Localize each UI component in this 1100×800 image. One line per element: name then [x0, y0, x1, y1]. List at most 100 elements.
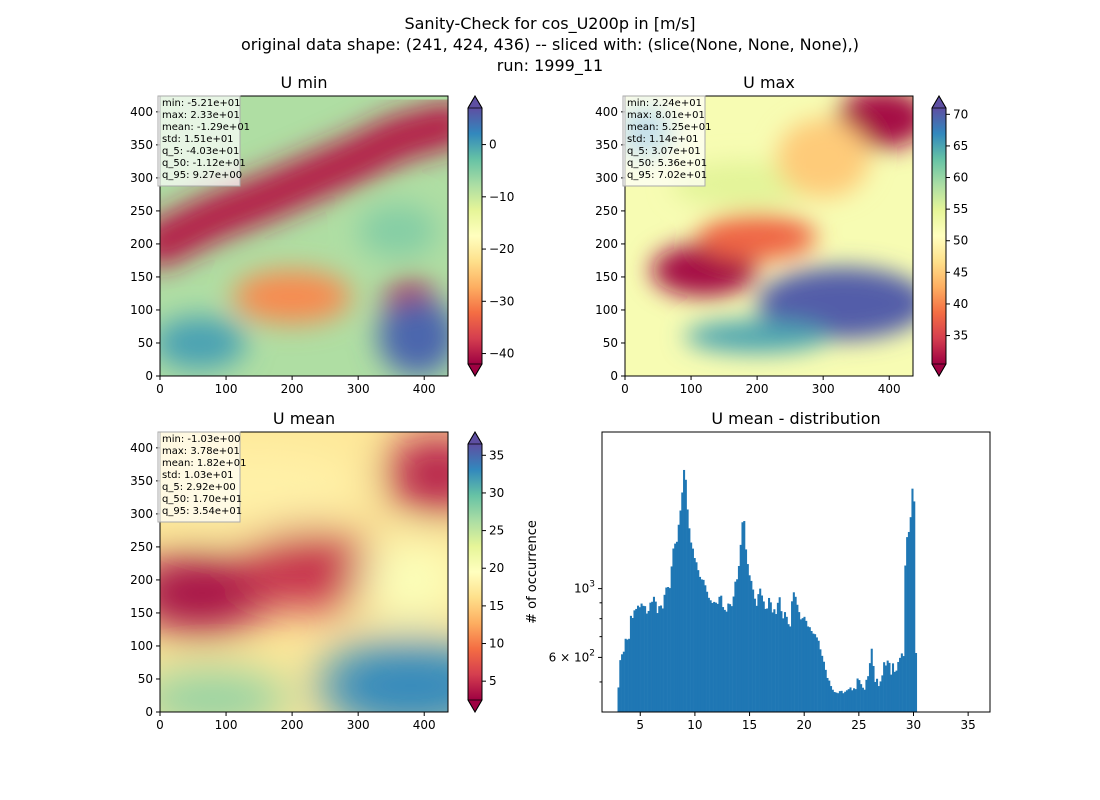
y-tick-label: 300 — [595, 171, 618, 185]
colorbar-tick-label: 45 — [953, 265, 968, 279]
colorbar-outline — [467, 431, 483, 713]
histogram-bar — [771, 612, 774, 712]
histogram-bar — [768, 597, 771, 712]
histogram-bar — [642, 605, 645, 712]
colorbar-tick-label: 40 — [953, 297, 968, 311]
colorbar-tick-label: 15 — [489, 599, 504, 613]
histogram-bar — [914, 652, 918, 712]
histogram-bar — [881, 675, 884, 712]
histogram-bar — [739, 544, 742, 712]
heatmap-blob-3 — [757, 267, 913, 340]
histogram-bar — [718, 596, 721, 712]
colorbar: 35 30 25 20 15 10 5 — [467, 431, 504, 713]
histogram-bar — [886, 660, 889, 712]
histogram-bar — [814, 634, 817, 712]
colorbar-tick-label: 55 — [953, 202, 968, 216]
stats-box-frame — [622, 95, 706, 187]
histogram-bar — [911, 488, 914, 712]
histogram-bar — [895, 670, 898, 712]
histogram-bar — [819, 649, 822, 712]
x-tick-label: 300 — [347, 718, 370, 732]
histogram-bar — [801, 618, 804, 712]
histogram-bar — [713, 601, 716, 712]
histogram-bar — [617, 687, 620, 712]
histogram-bar — [805, 620, 808, 712]
histogram-bar — [792, 592, 795, 712]
colorbar: 70 65 60 55 50 45 40 35 — [931, 95, 968, 377]
y-tick-label: 250 — [595, 204, 618, 218]
histogram-bar — [737, 565, 740, 712]
stats-box-frame — [157, 95, 241, 187]
y-tick-label: 0 — [610, 369, 618, 383]
histogram-bar — [856, 678, 859, 712]
histogram-bar — [720, 595, 723, 712]
stats-line: min: -1.03e+00 — [162, 434, 241, 445]
y-tick-label: 400 — [595, 105, 618, 119]
colorbar-extend-top — [931, 95, 947, 109]
colorbar-tick-label: 60 — [953, 171, 968, 185]
histogram-bar — [766, 608, 769, 712]
histogram-bar — [775, 614, 778, 712]
u-mean-histogram-panel: 5 10 15 20 25 30 35 103 6 × 102 U mean - distribu… — [525, 409, 991, 732]
histogram-bar — [649, 602, 652, 712]
axes-frame — [159, 95, 449, 377]
histogram-bar — [688, 528, 691, 712]
y-tick-label: 0 — [145, 705, 153, 719]
histogram-bar — [842, 693, 845, 712]
figure-title-line-2: original data shape: (241, 424, 436) -- … — [241, 35, 859, 54]
histogram-bar — [764, 608, 767, 712]
y-axis-label: # of occurrence — [525, 520, 540, 624]
colorbar-tick-label: −30 — [489, 294, 514, 308]
histogram-bar — [789, 626, 792, 712]
y-tick-label: 150 — [130, 270, 153, 284]
stats-line: mean: -1.29e+01 — [162, 122, 250, 133]
histogram-bar — [654, 601, 657, 712]
heatmap-blob-6 — [671, 161, 817, 208]
y-tick-label: 100 — [130, 303, 153, 317]
histogram-bar — [667, 587, 670, 712]
x-tick-label: 100 — [215, 718, 238, 732]
histogram-bar — [644, 606, 647, 712]
colorbar-tick-label: 70 — [953, 107, 968, 121]
histogram-bar — [831, 689, 834, 712]
histogram-bar — [647, 610, 650, 712]
heatmap-blob-1 — [232, 270, 352, 324]
histogram-bar — [729, 604, 732, 712]
histogram-bar — [884, 665, 887, 712]
histogram-bar — [633, 610, 636, 712]
histogram-bar — [675, 541, 679, 712]
y-tick-label: 150 — [595, 270, 618, 284]
colorbar-gradient — [932, 108, 946, 364]
histogram-bar — [640, 603, 643, 712]
histogram-bar — [635, 608, 638, 712]
heatmap-blob-1 — [697, 214, 817, 261]
heatmap-blob-4 — [160, 316, 246, 370]
histogram-bar — [759, 588, 762, 712]
y-tick-label: 150 — [130, 606, 153, 620]
histogram-bar — [826, 677, 829, 712]
histogram-bar — [660, 605, 663, 712]
histogram-bar — [902, 656, 905, 712]
y-tick-label: 6 × 102 — [549, 648, 595, 664]
histogram-bar — [628, 638, 631, 712]
u-mean-heatmap-panel: 0 100 200 300 400 0 50 100 150 200 250 300 350 400 U m… — [130, 409, 504, 732]
histogram-bar — [631, 617, 634, 712]
colorbar-tick-label: −10 — [489, 190, 514, 204]
x-tick-label: 0 — [156, 718, 164, 732]
histogram-bar — [734, 581, 737, 712]
stats-line: q_50: -1.12e+01 — [162, 158, 246, 169]
histogram-bar — [723, 609, 726, 712]
histogram-bar — [890, 674, 893, 712]
stats-line: q_95: 3.54e+01 — [162, 506, 242, 517]
heatmap-blob-5 — [358, 204, 438, 258]
stats-line: mean: 1.82e+01 — [162, 458, 246, 469]
histogram-bar — [812, 633, 815, 712]
x-tick-label: 25 — [851, 718, 866, 732]
histogram-bar — [872, 665, 875, 712]
histogram-bar — [796, 604, 799, 712]
histogram-bar — [787, 624, 790, 712]
colorbar-extend-bottom — [931, 363, 947, 377]
histogram-bar — [906, 537, 909, 712]
histogram-bar — [773, 609, 776, 712]
histogram-bar — [672, 548, 675, 712]
